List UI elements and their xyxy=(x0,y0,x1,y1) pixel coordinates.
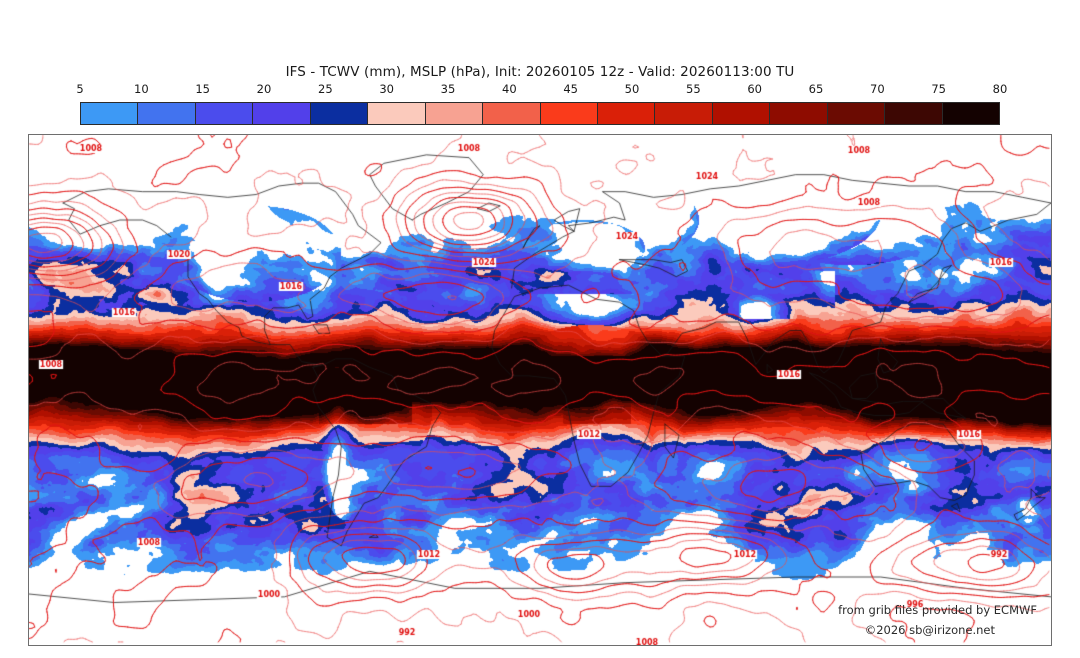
colorbar-segment-60-65 xyxy=(712,103,771,124)
colorbar-tick-40: 40 xyxy=(502,82,517,96)
map-frame[interactable]: from grib files provided by ECMWF ©2026 … xyxy=(28,134,1052,646)
colorbar-segment-80+ xyxy=(942,103,999,124)
colorbar-tick-labels: 5 10 15 20 25 30 35 40 45 50 55 60 65 70 75 80 xyxy=(76,82,1007,100)
colorbar-segment-5-10 xyxy=(81,103,139,124)
colorbar-segment-40-45 xyxy=(483,103,541,124)
colorbar-tick-25: 25 xyxy=(318,82,333,96)
colorbar-segment-30-35 xyxy=(368,103,426,124)
colorbar-tick-55: 55 xyxy=(686,82,701,96)
colorbar-segment-70-75 xyxy=(827,103,886,124)
page-title: IFS - TCWV (mm), MSLP (hPa), Init: 20260… xyxy=(285,64,795,80)
colorbar-segment-65-70 xyxy=(770,103,828,124)
colorbar-segment-45-50 xyxy=(540,103,598,124)
colorbar-tick-10: 10 xyxy=(134,82,149,96)
colorbar-segment-75-80 xyxy=(885,103,943,124)
colorbar-segment-20-25 xyxy=(253,103,311,124)
colorbar-tick-80: 80 xyxy=(992,82,1008,96)
colorbar-segment-35-40 xyxy=(425,103,484,124)
colorbar: 5 10 15 20 25 30 35 40 45 50 55 60 65 70 75 80 xyxy=(76,82,1007,126)
colorbar-segment-50-55 xyxy=(597,103,656,124)
colorbar-tick-50: 50 xyxy=(624,82,640,96)
colorbar-segment-55-60 xyxy=(655,103,713,124)
colorbar-tick-5: 5 xyxy=(76,82,84,96)
colorbar-tick-65: 65 xyxy=(808,82,824,96)
colorbar-tick-30: 30 xyxy=(379,82,394,96)
colorbar-tick-75: 75 xyxy=(931,82,946,96)
colorbar-tick-45: 45 xyxy=(563,82,578,96)
colorbar-tick-20: 20 xyxy=(256,82,272,96)
colorbar-segment-25-30 xyxy=(310,103,369,124)
source-credit: from grib files provided by ECMWF xyxy=(838,603,1037,617)
colorbar-segment-10-15 xyxy=(138,103,196,124)
colorbar-segment-15-20 xyxy=(195,103,254,124)
colorbar-gradient xyxy=(80,102,1000,125)
colorbar-tick-70: 70 xyxy=(870,82,885,96)
tcwv-mslp-map[interactable] xyxy=(29,135,1051,645)
colorbar-tick-60: 60 xyxy=(747,82,762,96)
colorbar-tick-15: 15 xyxy=(195,82,210,96)
copyright-credit: ©2026 sb@irizone.net xyxy=(864,623,995,637)
colorbar-tick-35: 35 xyxy=(440,82,456,96)
